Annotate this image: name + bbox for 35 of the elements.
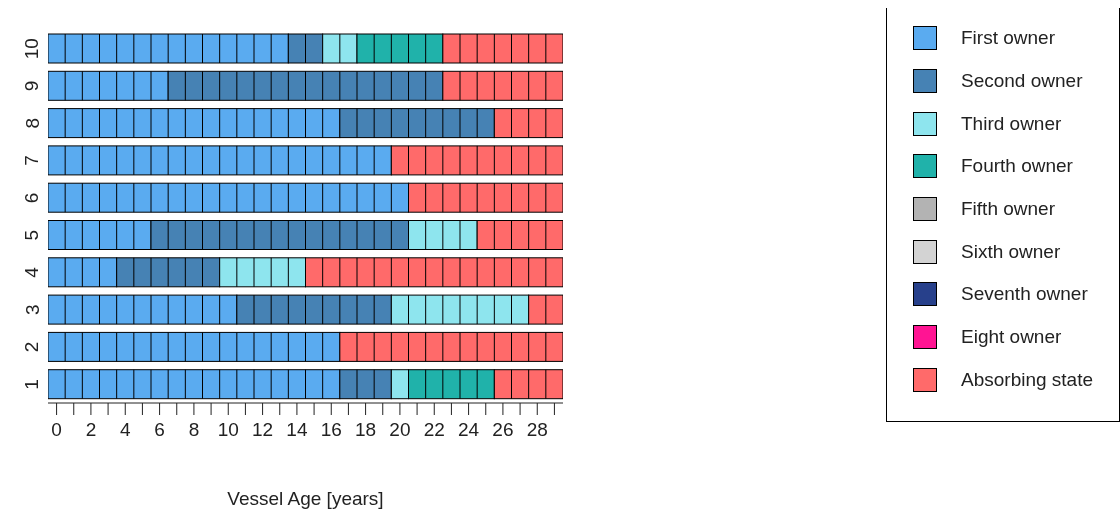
legend-label: Fourth owner — [961, 155, 1073, 178]
x-tick-label: 28 — [526, 419, 548, 441]
legend-label: Sixth owner — [961, 240, 1061, 263]
y-tick-label: 5 — [21, 229, 43, 241]
legend-label: Fifth owner — [961, 198, 1055, 221]
x-axis-title: Vessel Age [years] — [227, 488, 384, 509]
x-tick-label: 0 — [51, 419, 62, 441]
x-tick-label: 20 — [389, 419, 411, 441]
x-tick-label: 22 — [423, 419, 445, 441]
y-tick-label: 6 — [21, 192, 43, 204]
y-tick-label: 3 — [21, 304, 43, 316]
legend-label: Absorbing state — [961, 368, 1094, 391]
x-tick-label: 26 — [492, 419, 514, 441]
x-tick-label: 10 — [217, 419, 239, 441]
x-tick-label: 2 — [85, 419, 97, 441]
x-tick-label: 18 — [355, 419, 377, 441]
legend-label: Third owner — [961, 112, 1062, 135]
x-tick-label: 14 — [286, 419, 308, 441]
x-tick-label: 24 — [458, 419, 480, 441]
x-tick-label: 12 — [252, 419, 274, 441]
x-tick-label: 4 — [119, 419, 131, 441]
y-tick-label: 4 — [21, 266, 43, 278]
y-tick-label: 7 — [21, 155, 43, 166]
legend-label: First owner — [961, 27, 1055, 50]
x-tick-label: 8 — [188, 419, 200, 441]
legend-label: Seventh owner — [961, 283, 1088, 306]
x-tick-label: 16 — [320, 419, 342, 441]
legend-label: Eight owner — [961, 326, 1062, 349]
x-tick-label: 6 — [154, 419, 165, 441]
y-tick-label: 2 — [21, 341, 43, 353]
legend-label: Second owner — [961, 70, 1083, 93]
y-tick-label: 1 — [21, 379, 43, 390]
y-tick-label: 8 — [21, 117, 43, 129]
y-tick-label: 10 — [21, 38, 43, 60]
y-tick-label: 9 — [21, 80, 43, 92]
